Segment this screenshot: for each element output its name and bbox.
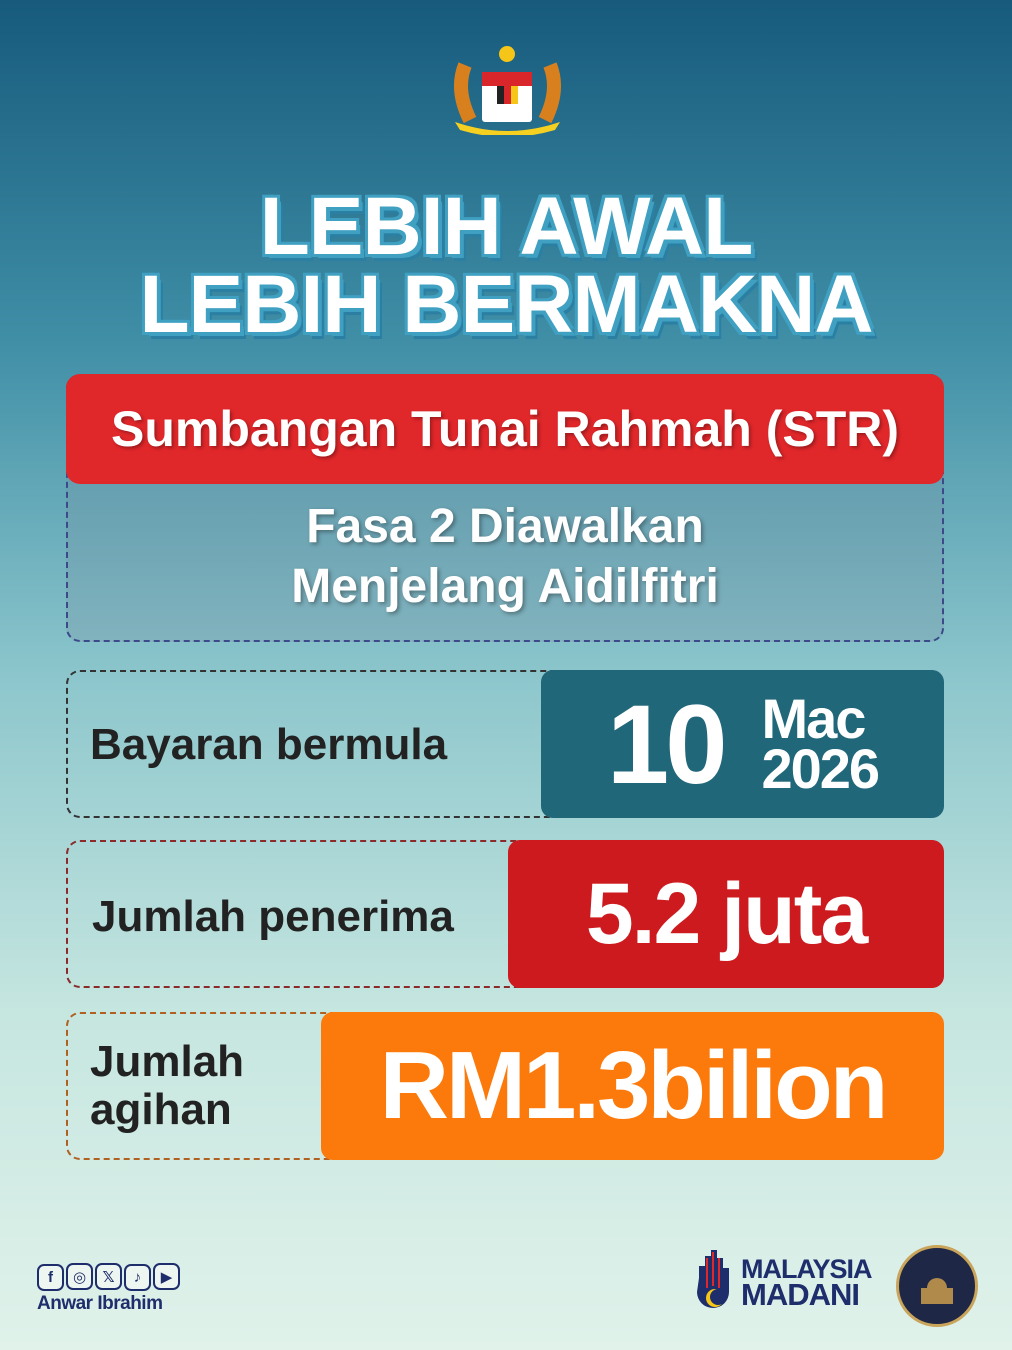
recipients-value: 5.2 juta — [508, 840, 944, 988]
tiktok-icon[interactable]: ♪ — [124, 1263, 151, 1291]
account-name: Anwar Ibrahim — [37, 1292, 163, 1314]
instagram-icon[interactable]: ◎ — [66, 1263, 93, 1290]
distribution-label-2: agihan — [90, 1085, 232, 1134]
coat-of-arms — [445, 40, 570, 137]
distribution-label-1: Jumlah — [90, 1037, 245, 1086]
distribution-value: RM1.3bilion — [321, 1012, 944, 1160]
title-line-1: LEBIH AWAL — [259, 181, 754, 272]
phase-subtitle-2: Menjelang Aidilfitri — [291, 560, 719, 613]
social-links: f ◎ 𝕏 ♪ ▶ Anwar Ibrahim — [37, 1263, 182, 1315]
payment-year: 2026 — [761, 737, 881, 800]
pmo-seal — [896, 1245, 978, 1327]
payment-month: Mac — [761, 687, 867, 750]
payment-day: 10 — [606, 681, 728, 807]
phase-subtitle-1: Fasa 2 Diawalkan — [306, 500, 704, 553]
str-banner: Sumbangan Tunai Rahmah (STR) — [66, 374, 944, 484]
madani-line-1: MALAYSIA — [741, 1254, 873, 1284]
payment-date: 10 Mac 2026 — [541, 670, 944, 818]
title-line-2: LEBIH BERMAKNA — [139, 259, 873, 350]
str-title: Sumbangan Tunai Rahmah (STR) — [111, 401, 899, 457]
malaysia-madani-logo: MALAYSIA MADANI — [695, 1248, 873, 1316]
payment-start-label: Bayaran bermula — [90, 720, 448, 769]
madani-hand-icon — [697, 1250, 729, 1308]
madani-line-2: MADANI — [741, 1277, 860, 1312]
facebook-icon[interactable]: f — [37, 1263, 64, 1291]
x-icon[interactable]: 𝕏 — [95, 1263, 122, 1290]
recipients-label: Jumlah penerima — [92, 892, 454, 941]
youtube-icon[interactable]: ▶ — [153, 1263, 180, 1290]
